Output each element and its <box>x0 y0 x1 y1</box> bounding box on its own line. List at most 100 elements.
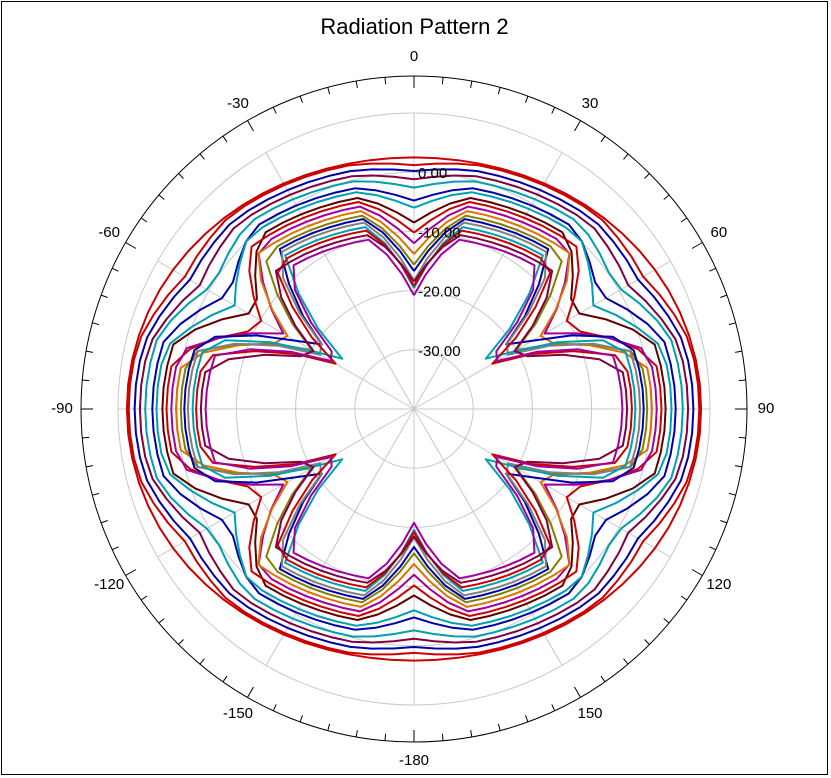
minor-tick <box>441 733 444 741</box>
angle-tick-label: -90 <box>51 400 73 417</box>
minor-tick <box>497 723 501 731</box>
pattern-series-5 <box>144 180 684 638</box>
major-tick <box>247 120 254 132</box>
series-layer <box>125 156 703 662</box>
pattern-series-11 <box>175 210 653 608</box>
minor-tick <box>525 715 529 723</box>
radial-tick-label: 0.00 <box>418 165 447 182</box>
angle-tick-label: 90 <box>758 400 775 417</box>
minor-tick <box>355 80 358 89</box>
angle-tick-label: 120 <box>706 576 731 593</box>
minor-tick <box>728 322 736 326</box>
minor-tick <box>85 465 94 468</box>
minor-tick <box>111 267 119 272</box>
angle-tick-label: -120 <box>94 576 124 593</box>
minor-tick <box>728 492 736 496</box>
minor-tick <box>441 77 444 85</box>
minor-tick <box>734 465 743 468</box>
minor-tick <box>644 173 650 179</box>
minor-tick <box>158 618 165 624</box>
chart-title: Radiation Pattern 2 <box>320 14 509 39</box>
minor-tick <box>178 173 184 179</box>
minor-tick <box>734 350 743 353</box>
minor-tick <box>272 106 277 114</box>
ring-labels: 0.00 -10.00 -20.00 -30.00 <box>418 165 461 360</box>
pattern-series-6 <box>151 187 677 631</box>
minor-tick <box>663 618 670 624</box>
minor-tick <box>644 639 650 645</box>
minor-tick <box>720 294 728 298</box>
pattern-series-3 <box>133 168 695 650</box>
angle-tick-label: -60 <box>98 224 120 241</box>
angle-tick-label: 60 <box>710 224 727 241</box>
minor-tick <box>709 546 717 551</box>
minor-tick <box>738 436 746 439</box>
minor-tick <box>600 135 606 143</box>
angle-tick-label: 30 <box>582 95 599 112</box>
minor-tick <box>738 379 746 382</box>
minor-tick <box>82 379 90 382</box>
angular-axis: 0 30 60 90 120 150 -180 -150 -120 -90 -60 -30 <box>51 48 774 769</box>
minor-tick <box>709 267 717 272</box>
minor-tick <box>720 520 728 524</box>
minor-tick <box>111 546 119 551</box>
minor-tick <box>355 729 358 738</box>
radial-tick-label: -10.00 <box>418 224 461 241</box>
minor-tick <box>470 80 473 89</box>
pattern-series-4 <box>138 174 690 644</box>
minor-tick <box>140 217 148 223</box>
pattern-series-8 <box>161 197 667 621</box>
minor-tick <box>92 492 100 496</box>
angle-tick-label: -30 <box>227 95 249 112</box>
pattern-series-2 <box>127 162 701 656</box>
minor-tick <box>299 715 303 723</box>
major-tick <box>574 686 581 698</box>
pattern-series-9 <box>165 201 663 617</box>
pattern-series-7 <box>155 191 673 627</box>
major-tick <box>125 242 137 249</box>
minor-tick <box>272 704 277 712</box>
polar-grid <box>117 112 711 706</box>
pattern-series-10 <box>170 205 658 613</box>
major-tick <box>691 242 703 249</box>
angle-tick-label: -150 <box>223 705 253 722</box>
pattern-series-15 <box>191 226 637 592</box>
minor-tick <box>525 95 529 103</box>
minor-tick <box>327 723 331 731</box>
minor-tick <box>497 87 501 95</box>
minor-tick <box>222 675 228 683</box>
minor-tick <box>222 135 228 143</box>
minor-tick <box>623 658 629 665</box>
minor-tick <box>384 733 387 741</box>
pattern-series-17 <box>199 234 629 584</box>
radial-tick-label: -30.00 <box>418 343 461 360</box>
minor-tick <box>92 322 100 326</box>
pattern-series-1 <box>125 156 703 662</box>
minor-tick <box>327 87 331 95</box>
angle-tick-label: -180 <box>399 752 429 769</box>
minor-tick <box>299 95 303 103</box>
minor-tick <box>199 153 205 160</box>
major-tick <box>691 569 703 576</box>
minor-tick <box>623 153 629 160</box>
minor-tick <box>384 77 387 85</box>
radial-tick-label: -20.00 <box>418 284 461 301</box>
minor-tick <box>82 436 90 439</box>
minor-tick <box>551 704 556 712</box>
major-tick <box>125 569 137 576</box>
major-tick <box>247 686 254 698</box>
pattern-series-13 <box>183 218 645 600</box>
minor-tick <box>85 350 94 353</box>
minor-tick <box>663 194 670 200</box>
pattern-series-18 <box>204 238 624 580</box>
minor-tick <box>140 595 148 601</box>
minor-tick <box>680 217 688 223</box>
pattern-series-16 <box>195 229 633 589</box>
minor-tick <box>600 675 606 683</box>
angle-tick-label: 0 <box>410 48 418 65</box>
minor-tick <box>199 658 205 665</box>
angle-tick-label: 150 <box>577 705 602 722</box>
major-tick <box>574 120 581 132</box>
minor-tick <box>178 639 184 645</box>
